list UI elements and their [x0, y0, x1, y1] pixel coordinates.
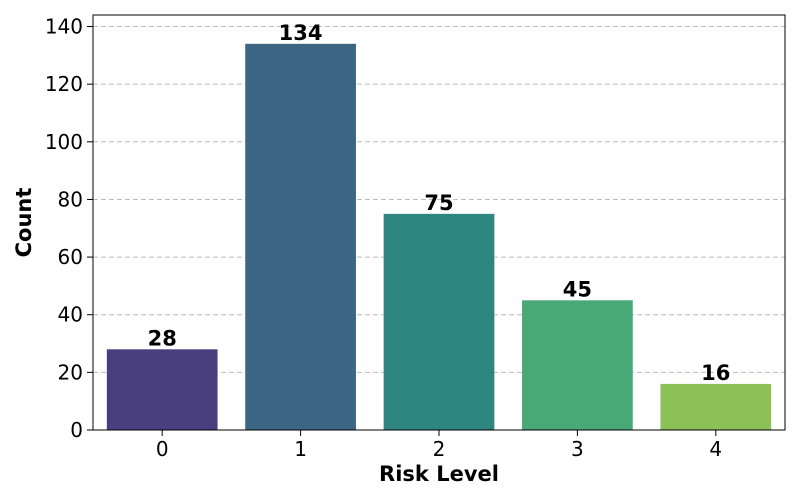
data-labels: 28 134 75 45 16: [148, 21, 731, 385]
data-label: 28: [148, 326, 177, 350]
y-tick-label: 140: [45, 15, 83, 39]
y-tick-label: 40: [58, 303, 83, 327]
y-tick-label: 60: [58, 245, 83, 269]
x-tick-label: 4: [709, 437, 722, 461]
x-tick-label: 2: [433, 437, 446, 461]
bar: [383, 213, 495, 430]
x-tick-label: 1: [294, 437, 307, 461]
y-axis-label: Count: [12, 188, 36, 258]
bar: [660, 383, 772, 430]
y-tick-label: 100: [45, 130, 83, 154]
data-label: 75: [424, 191, 453, 215]
y-tick-label: 0: [70, 418, 83, 442]
x-tick-label: 0: [156, 437, 169, 461]
y-axis-ticks: 0 20 40 60 80 100 120 140: [45, 15, 93, 442]
bar: [522, 300, 633, 430]
data-label: 16: [701, 361, 730, 385]
bar: [245, 43, 356, 430]
x-tick-label: 3: [571, 437, 584, 461]
bars: [106, 43, 772, 430]
x-axis-label: Risk Level: [379, 462, 499, 486]
y-tick-label: 120: [45, 72, 83, 96]
y-tick-label: 80: [58, 187, 83, 211]
data-label: 45: [563, 277, 592, 301]
bar: [106, 349, 218, 430]
x-axis-ticks: 0 1 2 3 4: [156, 430, 722, 461]
data-label: 134: [279, 21, 323, 45]
y-tick-label: 20: [58, 360, 83, 384]
